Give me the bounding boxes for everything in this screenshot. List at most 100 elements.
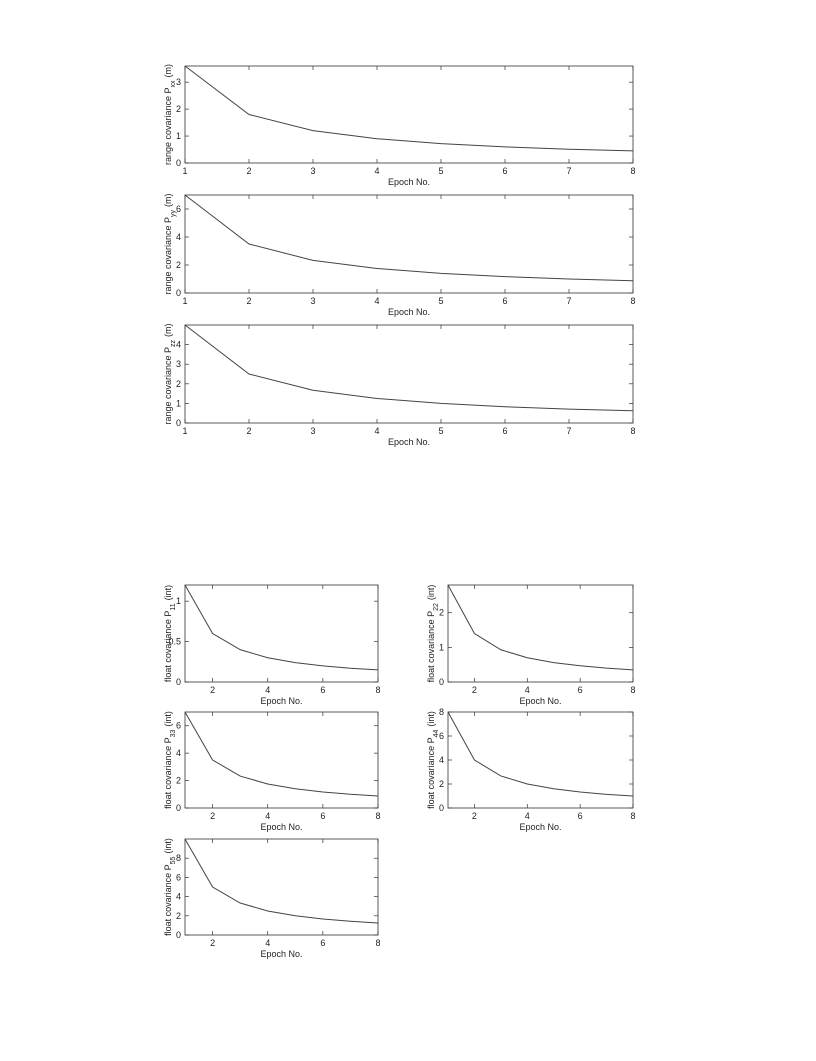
data-line: [184, 838, 379, 924]
y-tick-label: 1: [176, 398, 181, 408]
data-line: [184, 324, 634, 412]
x-tick-label: 2: [246, 296, 251, 306]
x-tick-label: 6: [502, 296, 507, 306]
data-line: [184, 584, 379, 671]
x-tick-label: 3: [310, 426, 315, 436]
y-tick-label: 2: [176, 776, 181, 786]
x-tick-label: 8: [630, 811, 635, 821]
x-tick-label: 2: [210, 811, 215, 821]
y-label-unit: (int): [163, 838, 173, 854]
chart: 2 4 6 8 0 2 4 6 Epoch No. float covariance P33 (in…: [163, 711, 381, 832]
x-tick-label: 2: [246, 426, 251, 436]
y-tick-label: 3: [176, 77, 181, 87]
y-tick-label: 6: [176, 721, 181, 731]
y-tick-label: 0.5: [168, 637, 181, 647]
x-tick-label: 6: [320, 685, 325, 695]
y-label-unit: (int): [163, 585, 173, 601]
x-tick-label: 7: [566, 426, 571, 436]
chart: 2 4 6 8 0 2 4 6 8 Epoch No. float covariance P55 (i…: [163, 838, 381, 959]
x-tick-label: 7: [566, 296, 571, 306]
y-label-main: float covariance P: [426, 737, 436, 809]
y-tick-label: 0: [176, 677, 181, 687]
x-tick-label: 4: [525, 811, 530, 821]
y-label-sub: zz: [170, 339, 177, 347]
x-axis-label: Epoch No.: [388, 177, 430, 187]
y-tick-label: 6: [176, 204, 181, 214]
y-label-sub: xx: [170, 80, 177, 88]
x-axis-label: Epoch No.: [519, 696, 561, 706]
plot-frame: [447, 584, 634, 683]
y-label-main: range covariance P: [163, 217, 173, 295]
y-label-main: range covariance P: [163, 87, 173, 165]
x-tick-label: 6: [320, 811, 325, 821]
x-tick-label: 6: [320, 938, 325, 948]
y-label-main: float covariance P: [426, 611, 436, 683]
y-label-sub: 11: [170, 603, 177, 610]
data-line: [447, 584, 634, 671]
x-tick-label: 4: [374, 296, 379, 306]
x-tick-label: 8: [630, 426, 635, 436]
x-tick-label: 3: [310, 296, 315, 306]
x-tick-label: 4: [374, 426, 379, 436]
y-label-unit: (int): [426, 711, 436, 727]
y-tick-label: 0: [439, 803, 444, 813]
y-label-main: float covariance P: [163, 737, 173, 809]
x-tick-label: 6: [502, 166, 507, 176]
x-tick-label: 4: [265, 938, 270, 948]
x-tick-label: 5: [438, 426, 443, 436]
y-tick-label: 8: [176, 853, 181, 863]
y-tick-label: 4: [176, 748, 181, 758]
y-label-sub: 55: [170, 856, 177, 864]
x-tick-label: 5: [438, 166, 443, 176]
y-tick-label: 0: [176, 930, 181, 940]
plot-frame: [184, 194, 634, 294]
x-tick-label: 3: [310, 166, 315, 176]
x-tick-label: 2: [472, 685, 477, 695]
y-label-sub: 44: [433, 729, 440, 737]
x-tick-label: 4: [265, 811, 270, 821]
x-axis-label: Epoch No.: [519, 822, 561, 832]
x-tick-label: 8: [630, 296, 635, 306]
x-tick-label: 6: [578, 811, 583, 821]
plot-frame: [184, 838, 379, 936]
x-tick-label: 4: [374, 166, 379, 176]
y-tick-label: 1: [439, 642, 444, 652]
y-axis-label: float covariance P22 (int): [426, 585, 440, 683]
x-tick-label: 6: [502, 426, 507, 436]
y-axis-label: float covariance P55 (int): [163, 838, 177, 936]
y-tick-label: 2: [176, 104, 181, 114]
y-tick-label: 2: [439, 608, 444, 618]
y-tick-label: 4: [176, 892, 181, 902]
y-label-unit: (int): [426, 585, 436, 601]
y-tick-label: 0: [176, 418, 181, 428]
plot-frame: [184, 65, 634, 164]
plot-frame: [447, 711, 634, 809]
plot-frame: [184, 711, 379, 809]
x-axis-label: Epoch No.: [260, 949, 302, 959]
x-tick-label: 1: [182, 426, 187, 436]
y-axis-label: float covariance P11 (int): [163, 585, 177, 682]
y-tick-label: 2: [176, 379, 181, 389]
y-tick-label: 4: [439, 755, 444, 765]
y-axis-label: float covariance P44 (int): [426, 711, 440, 809]
y-axis-label: float covariance P33 (int): [163, 711, 177, 809]
chart: 2 4 6 8 0 2 4 6 8 Epoch No. float covariance P44 (i…: [426, 707, 636, 832]
y-tick-label: 2: [176, 260, 181, 270]
x-tick-label: 8: [375, 938, 380, 948]
x-tick-label: 4: [525, 685, 530, 695]
x-axis-label: Epoch No.: [388, 437, 430, 447]
x-tick-label: 5: [438, 296, 443, 306]
x-tick-label: 2: [472, 811, 477, 821]
data-line: [184, 711, 379, 797]
x-axis-label: Epoch No.: [260, 696, 302, 706]
y-tick-label: 3: [176, 359, 181, 369]
x-axis-label: Epoch No.: [260, 822, 302, 832]
x-axis-label: Epoch No.: [388, 307, 430, 317]
x-tick-label: 2: [246, 166, 251, 176]
x-tick-label: 8: [630, 166, 635, 176]
y-tick-label: 0: [176, 158, 181, 168]
y-label-unit: (m): [163, 323, 173, 337]
y-label-main: float covariance P: [163, 864, 173, 936]
y-tick-label: 2: [176, 911, 181, 921]
